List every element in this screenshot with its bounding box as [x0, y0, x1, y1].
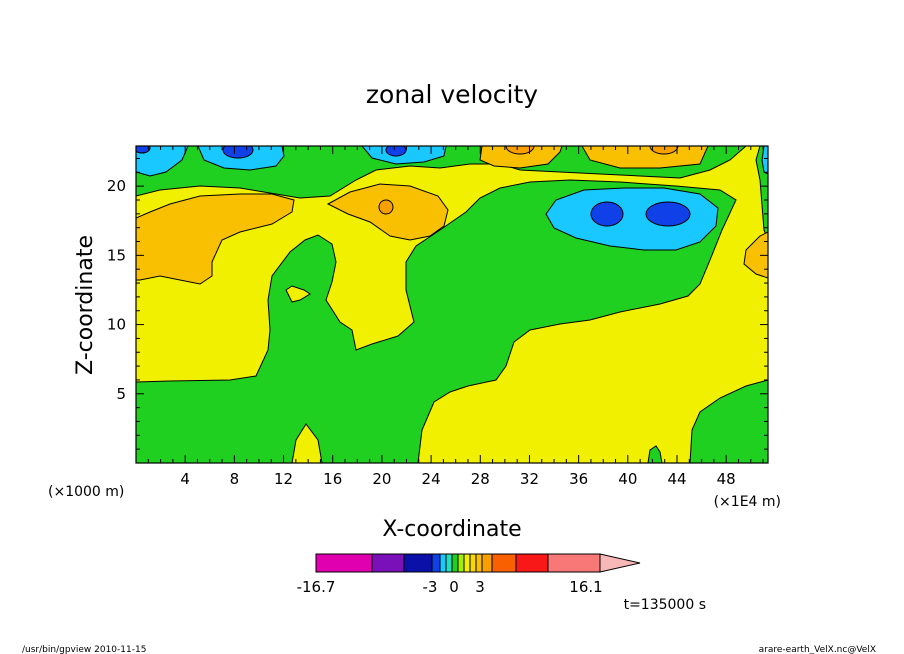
x-tick-label: 36 — [569, 470, 588, 488]
y-tick-label: 5 — [116, 385, 126, 403]
footer-right: arare-earth_VelX.nc@VelX — [759, 645, 876, 654]
x-tick-label: 32 — [520, 470, 539, 488]
region-negative-strong-a — [222, 146, 254, 159]
x-tick-label: 20 — [372, 470, 391, 488]
colorbar-segment — [547, 553, 601, 573]
y-tick-label: 15 — [107, 246, 126, 264]
colorbar-segment — [445, 553, 453, 573]
contour-field — [136, 146, 768, 463]
region-positive-top-b — [581, 146, 709, 169]
footer-left: /usr/bin/gpview 2010-11-15 — [22, 645, 146, 654]
region-positive-top-core-b — [649, 146, 679, 155]
colorbar-segment — [515, 553, 549, 573]
colorbar-segment — [371, 553, 405, 573]
colorbar-label: 3 — [475, 578, 485, 596]
x-tick-label: 8 — [230, 470, 240, 488]
colorbar: -16.7 -3 0 3 16.1 — [297, 553, 641, 596]
x-tick-label: 12 — [274, 470, 293, 488]
x-unit-left: (×1000 m) — [48, 484, 124, 500]
region-negative-strong-b — [385, 146, 407, 157]
region-negative-cyan-edge — [761, 146, 768, 175]
colorbar-segment — [491, 553, 517, 573]
region-negative-strong-e — [136, 146, 151, 154]
colorbar-label: 16.1 — [569, 578, 602, 596]
region-positive-top-core-a — [505, 146, 535, 155]
x-tick-label: 16 — [323, 470, 342, 488]
chart-title: zonal velocity — [366, 80, 538, 109]
x-tick-label: 24 — [422, 470, 441, 488]
colorbar-segment — [469, 553, 477, 573]
colorbar-segment — [315, 553, 373, 573]
x-tick-label: 40 — [618, 470, 637, 488]
x-tick-label: 4 — [180, 470, 190, 488]
region-positive-left — [136, 193, 295, 285]
x-tick-label: 28 — [471, 470, 490, 488]
colorbar-segment — [439, 553, 447, 573]
region-negative-lower-right — [689, 379, 768, 463]
colorbar-label: -3 — [423, 578, 438, 596]
region-zero-hole — [285, 285, 311, 303]
colorbar-label: 0 — [449, 578, 459, 596]
region-positive-middle-core — [378, 199, 394, 215]
x-unit-right: (×1E4 m) — [714, 494, 781, 510]
region-positive-top-a — [479, 146, 563, 169]
region-negative-strong-c — [590, 201, 624, 227]
x-axis-label: X-coordinate — [382, 517, 521, 542]
colorbar-segment — [451, 553, 459, 573]
x-tick-label: 44 — [667, 470, 686, 488]
y-axis-label: Z-coordinate — [73, 235, 98, 375]
time-label: t=135000 s — [624, 597, 706, 613]
plot-frame — [135, 145, 769, 464]
colorbar-segment — [475, 553, 483, 573]
region-negative-strong-d — [645, 201, 691, 227]
colorbar-segment — [403, 553, 433, 573]
colorbar-label: -16.7 — [297, 578, 336, 596]
y-tick-label: 20 — [107, 177, 126, 195]
region-negative-small — [647, 445, 663, 463]
x-tick-label: 48 — [717, 470, 736, 488]
colorbar-segment — [463, 553, 471, 573]
colorbar-segment — [481, 553, 493, 573]
y-tick-label: 10 — [107, 316, 126, 334]
region-positive-right — [743, 231, 768, 279]
colorbar-segment — [457, 553, 465, 573]
colorbar-segment — [431, 553, 441, 573]
region-negative-left — [136, 179, 737, 463]
colorbar-extend-arrow — [599, 553, 641, 573]
region-negative-cyan-left — [136, 146, 189, 177]
region-negative-cyan-b — [361, 146, 447, 165]
